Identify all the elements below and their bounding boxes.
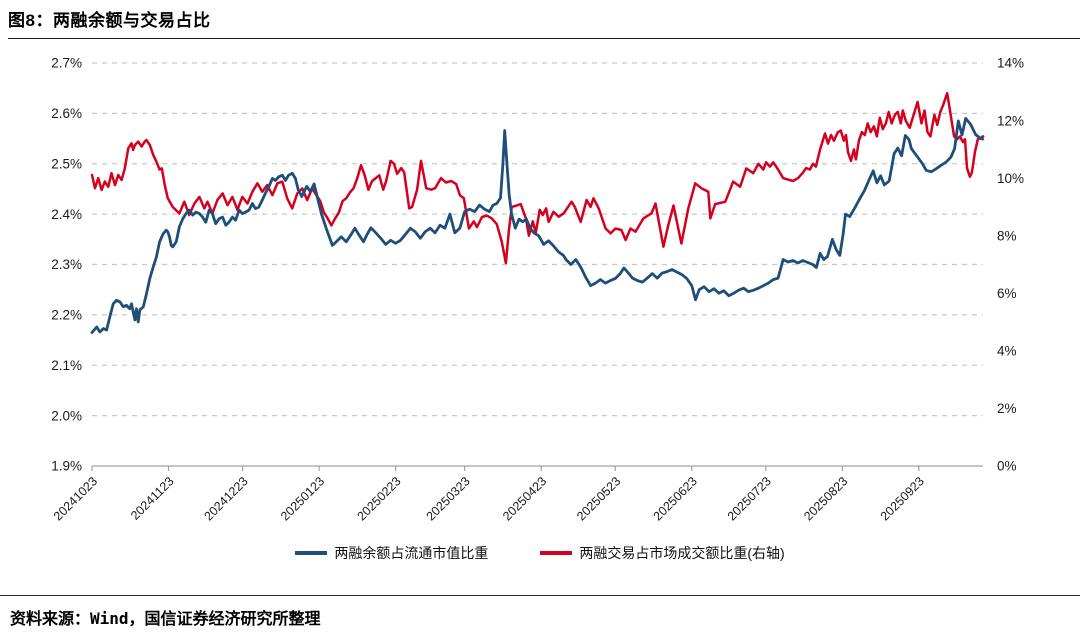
y-left-tick-label: 2.7% — [51, 56, 82, 71]
y-left-tick-label: 2.1% — [51, 358, 82, 373]
margin-balance-series-line — [90, 117, 985, 334]
source-note: 资料来源：Wind，国信证券经济研究所整理 — [10, 609, 321, 628]
x-tick-label: 20250123 — [278, 474, 327, 523]
x-tick-label: 20250423 — [500, 474, 549, 523]
figure-title: 图8：两融余额与交易占比 — [8, 11, 211, 30]
x-tick-label: 20241123 — [128, 474, 177, 523]
x-tick-label: 20241223 — [201, 474, 250, 523]
y-right-tick-label: 10% — [997, 171, 1024, 186]
dual-axis-line-chart: 2.7% 2.6% 2.5% 2.4% 2.3% 2.2% 2.1% 2.0% 1.9% 14% 1… — [51, 56, 1024, 524]
margin-turnover-series-line — [90, 91, 985, 265]
y-right-tick-label: 12% — [997, 113, 1024, 128]
chart-area: 2.7% 2.6% 2.5% 2.4% 2.3% 2.2% 2.1% 2.0% 1.9% 14% 1… — [0, 39, 1080, 563]
legend-item-margin-balance: 两融余额占流通市值比重 — [295, 543, 488, 563]
y-left-tick-label: 2.3% — [51, 257, 82, 272]
x-tick-label: 20250323 — [424, 474, 473, 523]
source-footer: 资料来源：Wind，国信证券经济研究所整理 — [0, 595, 1080, 629]
figure-header: 图8：两融余额与交易占比 — [0, 0, 1080, 39]
legend-item-margin-turnover: 两融交易占市场成交额比重(右轴) — [540, 543, 785, 563]
y-left-tick-label: 2.4% — [51, 207, 82, 222]
x-tick-label: 20250823 — [801, 474, 850, 523]
x-tick-label: 20250723 — [725, 474, 774, 523]
red-line-swatch — [540, 551, 573, 555]
legend-label-margin-turnover: 两融交易占市场成交额比重(右轴) — [579, 545, 785, 561]
title-divider — [8, 38, 1080, 39]
y-right-tick-label: 6% — [997, 286, 1017, 301]
y-left-tick-label: 2.0% — [51, 408, 82, 423]
y-right-tick-label: 2% — [997, 401, 1017, 416]
y-left-tick-label: 2.2% — [51, 308, 82, 323]
y-right-tick-label: 8% — [997, 228, 1017, 243]
y-left-tick-label: 2.6% — [51, 106, 82, 121]
x-tick-label: 20250923 — [878, 474, 927, 523]
y-right-tick-label: 14% — [997, 56, 1024, 71]
legend-label-margin-balance: 两融余额占流通市值比重 — [334, 545, 489, 561]
x-tick-label: 20250623 — [651, 474, 700, 523]
chart-legend: 两融余额占流通市值比重 两融交易占市场成交额比重(右轴) — [0, 543, 1080, 563]
blue-line-swatch — [295, 551, 328, 555]
x-tick-label: 20250523 — [574, 474, 623, 523]
y-right-tick-label: 4% — [997, 344, 1017, 359]
y-right-tick-label: 0% — [997, 459, 1017, 474]
x-tick-label: 20241023 — [51, 474, 100, 523]
x-tick-label: 20250223 — [354, 474, 403, 523]
y-left-tick-label: 2.5% — [51, 156, 82, 171]
y-left-tick-label: 1.9% — [51, 459, 82, 474]
